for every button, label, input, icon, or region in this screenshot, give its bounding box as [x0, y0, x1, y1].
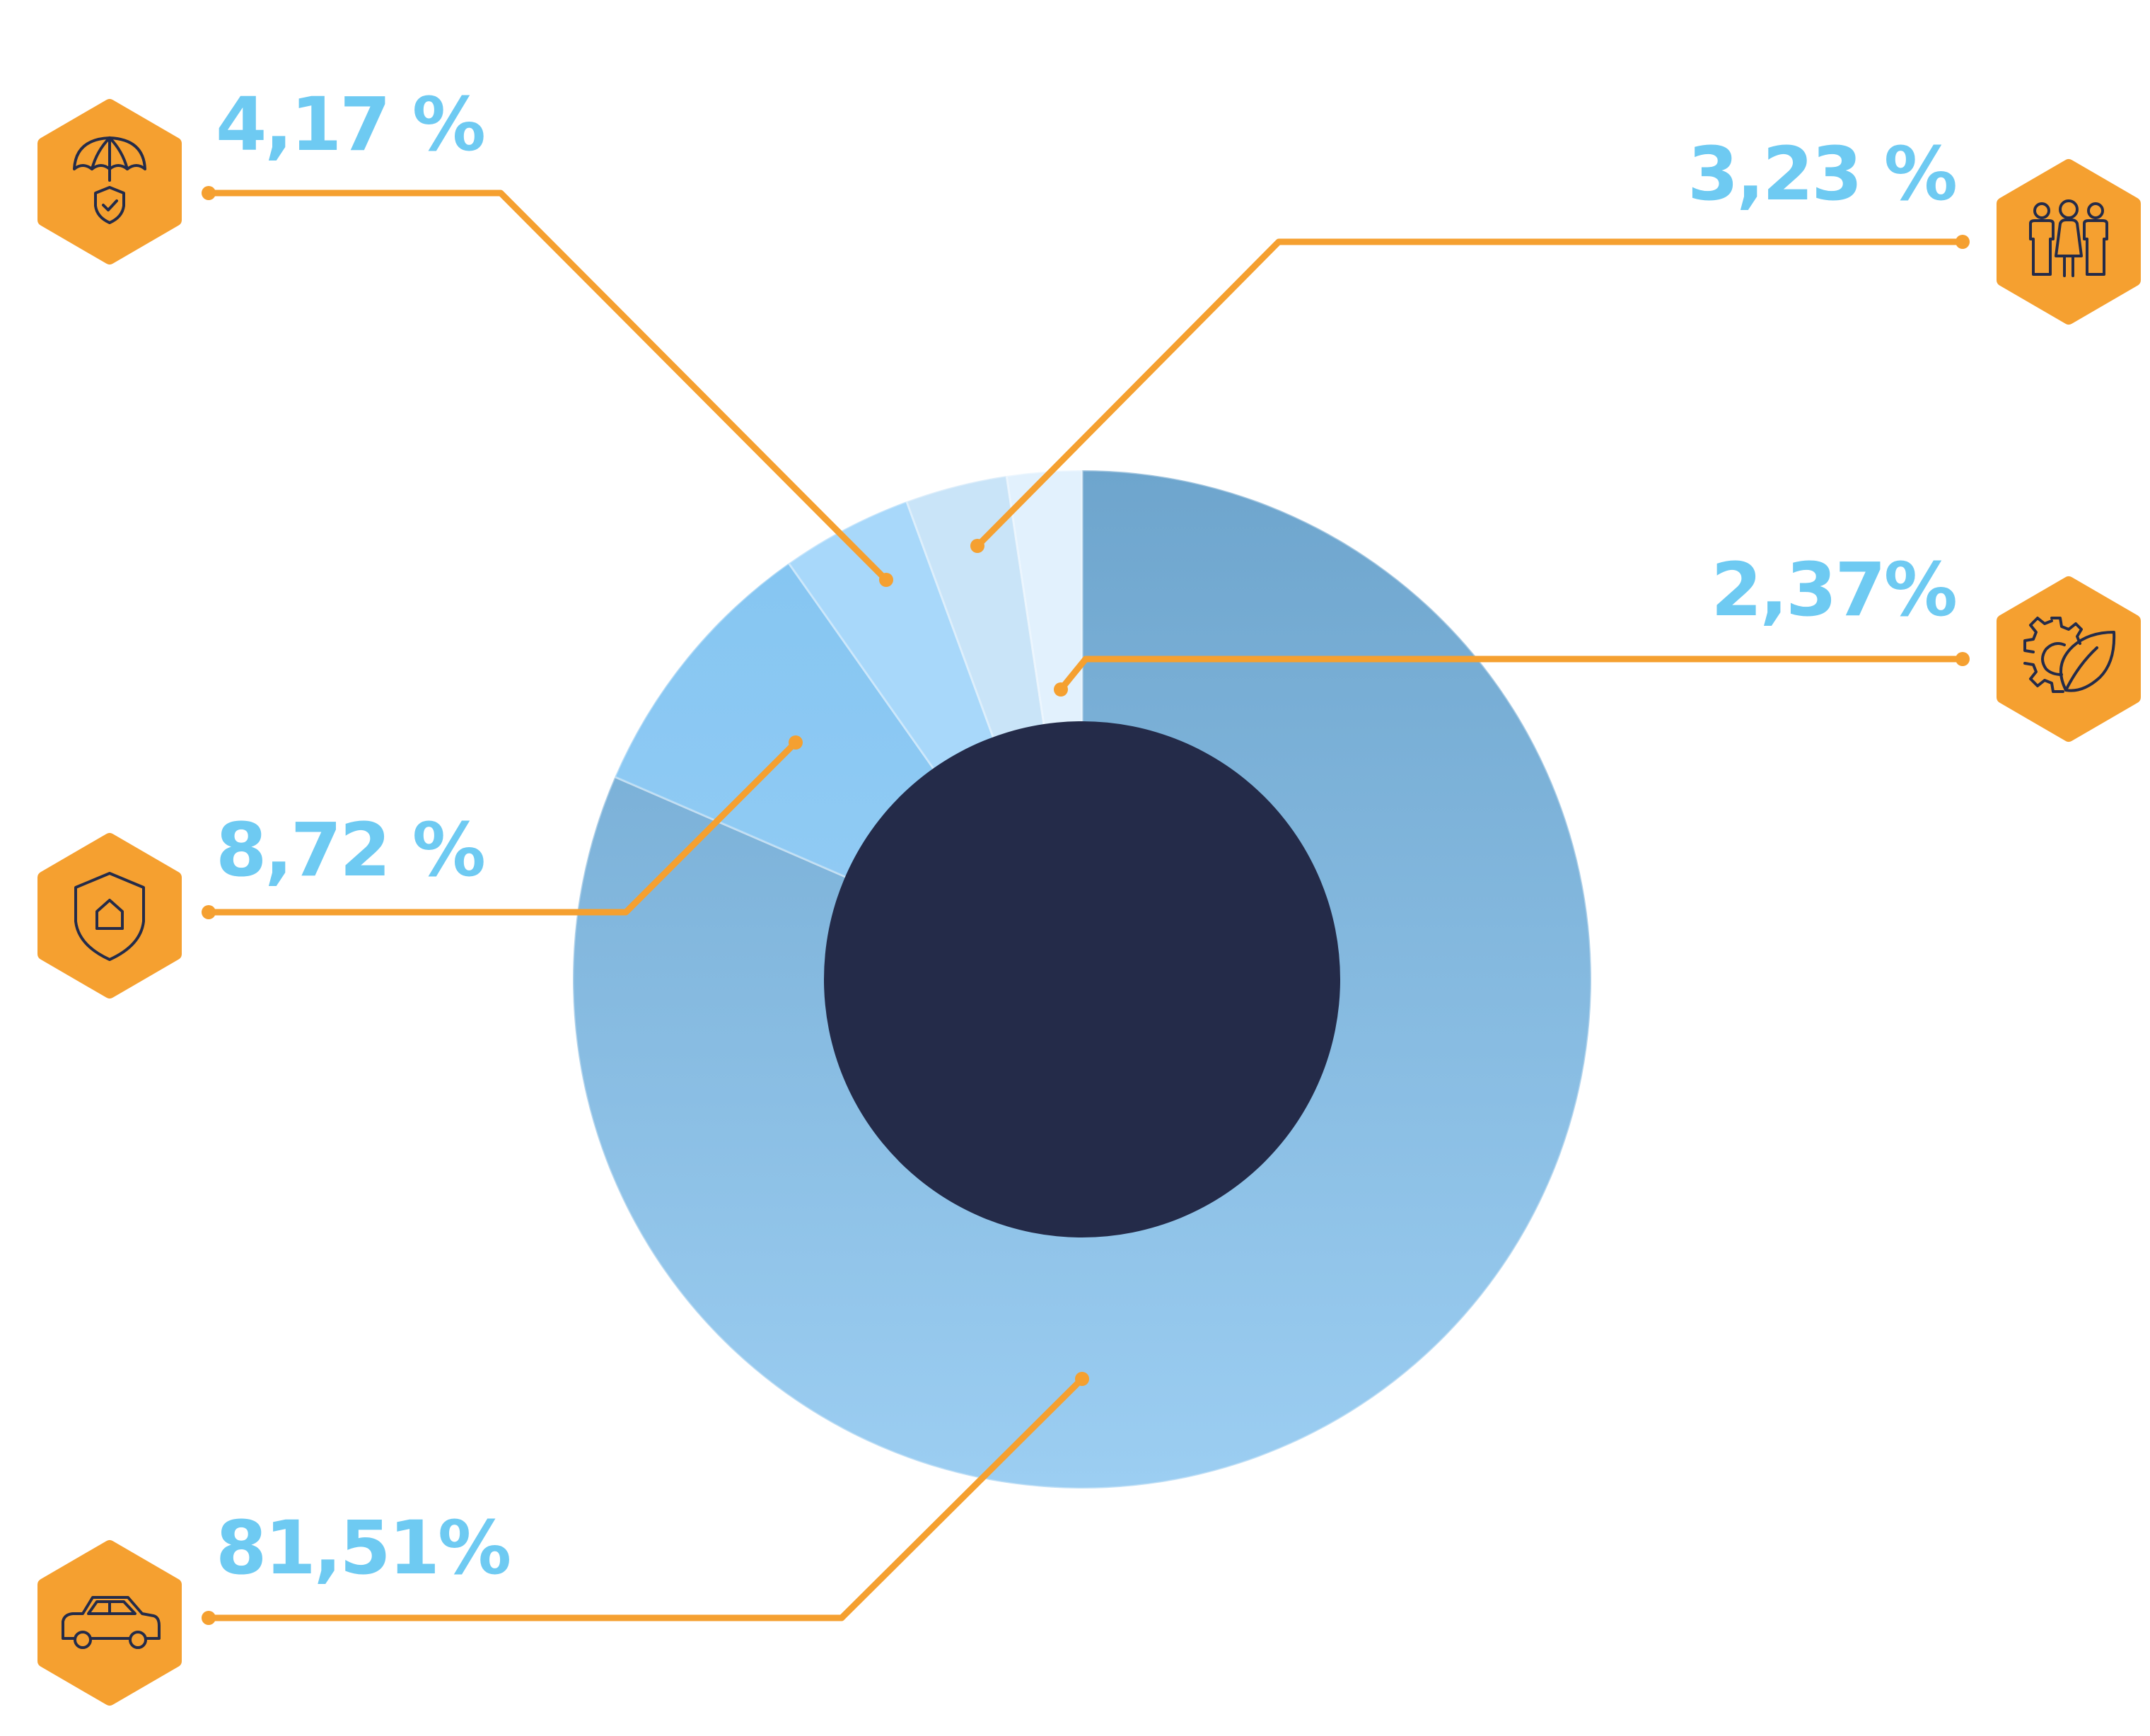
label-umbrella-percent: 4,17 %	[216, 81, 484, 168]
badge-house-shield	[37, 833, 182, 998]
leader-line-house	[205, 739, 799, 916]
leader-line-umbrella	[205, 190, 890, 583]
car-icon	[62, 1596, 161, 1649]
leader-dot-1-0	[789, 735, 803, 750]
leader-dot-3-1	[1956, 235, 1970, 249]
badge-family	[1997, 159, 2141, 325]
leader-line-family	[974, 238, 1966, 549]
badge-umbrella-shield	[37, 99, 182, 264]
label-house-percent: 8,72 %	[216, 807, 484, 893]
leader-dots	[202, 186, 1970, 1625]
leader-dot-4-0	[1054, 682, 1068, 697]
badge-eco	[1997, 576, 2141, 742]
leader-dot-2-1	[202, 186, 216, 200]
eco-gear-leaf-icon	[2023, 617, 2116, 693]
leader-line-car	[205, 1375, 1086, 1621]
leader-lines	[205, 190, 1966, 1621]
leader-dot-3-0	[970, 539, 984, 553]
leader-dot-1-1	[202, 905, 216, 919]
badge-car	[37, 1540, 182, 1706]
umbrella-shield-icon	[73, 136, 146, 224]
leader-dot-0-0	[1075, 1372, 1089, 1386]
house-shield-icon	[74, 872, 145, 961]
leader-dot-2-0	[879, 573, 893, 587]
label-family-percent: 3,23 %	[1687, 131, 1956, 217]
leader-dot-4-1	[1956, 652, 1970, 666]
leader-line-eco	[1057, 656, 1966, 693]
label-car-percent: 81,51%	[216, 1505, 509, 1591]
label-eco-percent: 2,37%	[1711, 547, 1956, 633]
leader-dot-0-1	[202, 1611, 216, 1625]
donut-center	[824, 721, 1340, 1237]
family-icon	[2029, 199, 2108, 277]
